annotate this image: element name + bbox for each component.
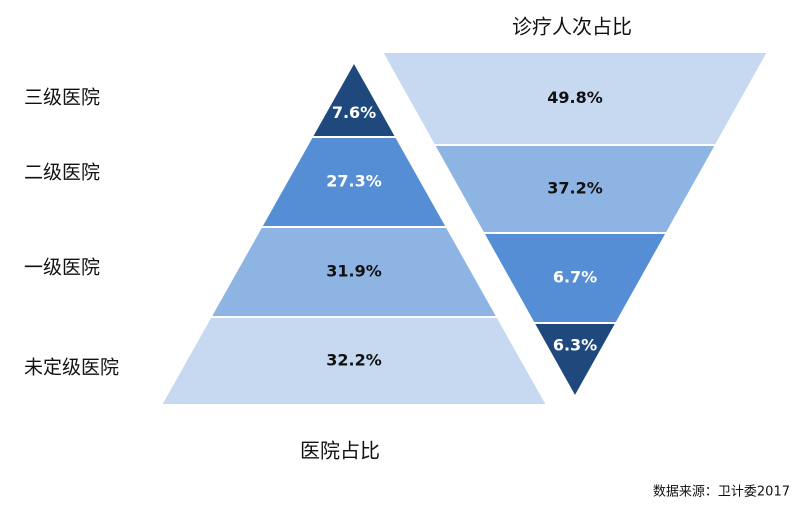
series-name: 诊疗人次占比 — [512, 15, 632, 39]
pyramid-band — [531, 322, 619, 400]
category-label: 三级医院 — [24, 87, 100, 109]
value-label: 6.3% — [553, 336, 597, 355]
category-label: 一级医院 — [24, 257, 100, 279]
pyramid-band — [159, 316, 549, 406]
category-label: 未定级医院 — [24, 357, 119, 379]
value-label: 27.3% — [326, 172, 382, 191]
value-label: 6.7% — [553, 268, 597, 287]
value-label: 31.9% — [326, 262, 382, 281]
value-label: 37.2% — [547, 179, 603, 198]
value-label: 7.6% — [332, 103, 376, 122]
source-note: 数据来源：卫计委2017 — [653, 485, 790, 500]
category-label: 二级医院 — [24, 162, 100, 184]
value-label: 49.8% — [547, 88, 603, 107]
pyramid-band — [310, 59, 398, 138]
value-label: 32.2% — [326, 351, 382, 370]
series-name: 医院占比 — [300, 439, 380, 463]
